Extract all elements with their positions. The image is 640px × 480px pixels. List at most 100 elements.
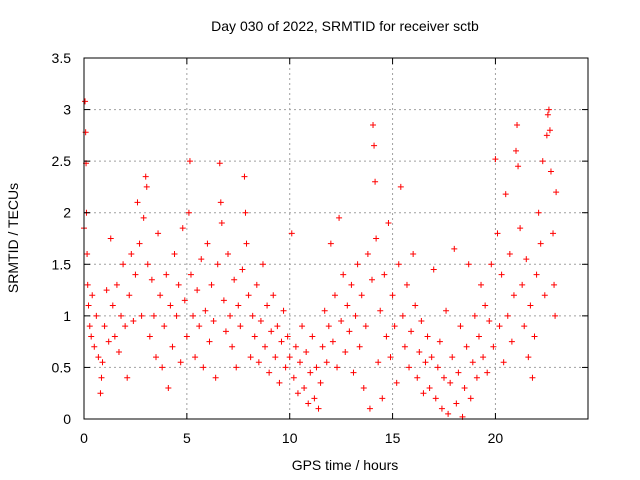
data-point xyxy=(426,385,433,392)
data-point xyxy=(173,312,180,319)
data-point xyxy=(408,328,415,335)
x-tick-labels: 0 5 10 15 20 xyxy=(80,430,503,446)
data-point xyxy=(99,359,106,366)
data-point xyxy=(257,318,264,325)
data-point xyxy=(175,281,182,288)
data-point xyxy=(242,209,249,216)
data-point xyxy=(183,333,190,340)
data-point xyxy=(445,410,452,417)
data-point xyxy=(381,271,388,278)
data-point xyxy=(136,240,143,247)
data-point xyxy=(284,333,291,340)
data-point xyxy=(389,292,396,299)
data-point xyxy=(86,323,93,330)
data-point xyxy=(262,343,269,350)
data-point xyxy=(494,230,501,237)
data-point xyxy=(469,359,476,366)
data-point xyxy=(192,354,199,361)
data-point xyxy=(366,405,373,412)
data-point xyxy=(317,379,324,386)
data-point xyxy=(544,111,551,118)
y-tick-label: 2 xyxy=(63,205,71,221)
data-point xyxy=(105,338,112,345)
data-point xyxy=(480,354,487,361)
data-point xyxy=(539,158,546,165)
data-point xyxy=(297,359,303,366)
data-point xyxy=(198,256,205,263)
data-point xyxy=(107,235,114,242)
data-point xyxy=(387,354,394,361)
data-point xyxy=(231,276,238,283)
data-point xyxy=(325,323,332,330)
data-point xyxy=(294,390,301,397)
data-point xyxy=(350,369,357,376)
data-point xyxy=(142,173,149,180)
data-point xyxy=(120,261,127,268)
data-point xyxy=(348,281,355,288)
data-point xyxy=(370,122,377,129)
data-point xyxy=(185,209,192,216)
data-point xyxy=(249,312,256,319)
data-point xyxy=(204,240,211,247)
data-point xyxy=(186,158,193,165)
data-point xyxy=(276,379,283,386)
data-point xyxy=(488,261,495,268)
data-point xyxy=(451,245,458,252)
data-point xyxy=(239,266,246,273)
data-point xyxy=(334,364,341,371)
data-point xyxy=(342,348,349,355)
data-point xyxy=(216,160,223,167)
data-point xyxy=(84,250,91,257)
data-point xyxy=(165,385,172,392)
data-point xyxy=(212,374,219,381)
data-point xyxy=(438,405,445,412)
x-axis-label: GPS time / hours xyxy=(292,457,399,473)
data-point xyxy=(519,281,526,288)
data-point xyxy=(159,364,166,371)
data-point xyxy=(535,209,542,216)
data-point xyxy=(455,369,462,376)
data-point xyxy=(245,292,252,299)
data-point xyxy=(385,220,392,227)
x-tick-label: 0 xyxy=(80,430,88,446)
data-point xyxy=(447,379,454,386)
y-tick-labels: 0 0.5 1 1.5 2 2.5 3 3.5 xyxy=(52,50,72,427)
y-tick-label: 1 xyxy=(63,308,71,324)
data-point xyxy=(551,281,558,288)
data-point xyxy=(395,261,402,268)
data-point xyxy=(430,266,437,273)
data-point xyxy=(196,323,203,330)
data-point xyxy=(118,312,125,319)
data-point xyxy=(155,230,162,237)
data-point xyxy=(329,338,336,345)
data-point xyxy=(502,191,509,198)
data-point xyxy=(383,333,390,340)
data-point xyxy=(150,312,157,319)
data-point xyxy=(115,348,122,355)
data-point xyxy=(218,220,225,227)
data-point xyxy=(441,374,447,381)
x-tick-label: 10 xyxy=(282,430,298,446)
data-point xyxy=(484,369,491,376)
data-point xyxy=(393,379,400,386)
data-point xyxy=(336,214,343,221)
data-point xyxy=(362,323,369,330)
data-point xyxy=(340,271,347,278)
data-point xyxy=(463,343,470,350)
data-point xyxy=(510,292,517,299)
data-point xyxy=(179,225,186,232)
data-point xyxy=(122,323,129,330)
data-point xyxy=(500,359,507,366)
plot-frame xyxy=(83,57,589,420)
data-point xyxy=(88,333,95,340)
data-point xyxy=(496,323,503,330)
data-point xyxy=(200,364,207,371)
data-point xyxy=(311,395,318,402)
data-point xyxy=(128,250,135,257)
data-point xyxy=(515,163,522,170)
data-point xyxy=(321,307,328,314)
data-point xyxy=(514,122,521,129)
data-point xyxy=(372,178,379,185)
data-point xyxy=(360,385,367,392)
